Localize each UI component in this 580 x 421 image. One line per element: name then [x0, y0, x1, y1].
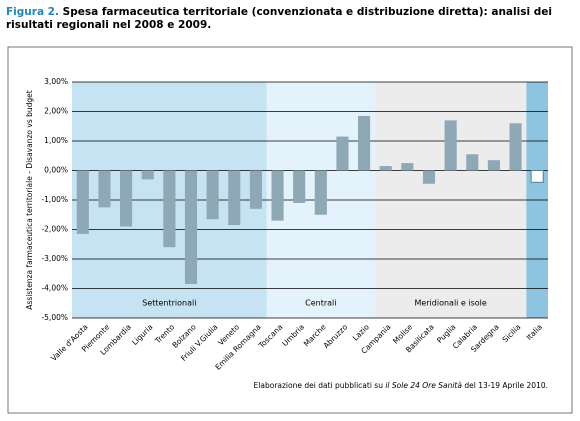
bar	[163, 170, 176, 248]
frame	[7, 46, 573, 414]
y-tick-label: -3,00%	[41, 254, 68, 263]
y-tick-label: 3,00%	[44, 77, 68, 86]
x-tick-label: Abruzzo	[322, 322, 350, 350]
bar	[314, 170, 327, 215]
chart-title: Spesa farmaceutica territoriale (convenz…	[6, 6, 552, 31]
title-block: Figura 2. Spesa farmaceutica territorial…	[6, 6, 574, 32]
y-tick-label: -4,00%	[41, 284, 68, 293]
x-tick-label: Umbria	[280, 322, 306, 348]
source-italic: il Sole 24 Ore Sanità	[385, 381, 462, 390]
region-label: Meridionali e isole	[414, 299, 486, 308]
y-tick-label: -5,00%	[41, 313, 68, 322]
bar	[466, 154, 479, 171]
bar	[444, 120, 457, 171]
bar	[358, 115, 371, 171]
bar	[293, 170, 306, 203]
y-tick-label: -1,00%	[41, 195, 68, 204]
source-suffix: del 13-19 Aprile 2010.	[462, 381, 548, 390]
bar	[184, 170, 198, 285]
bar	[206, 170, 219, 220]
y-axis-label: Assistenza farmaceutica territoriale - D…	[25, 90, 34, 309]
region-label: Settentrionali	[142, 299, 196, 308]
bar	[530, 170, 544, 183]
bar	[422, 170, 436, 184]
x-tick-label: Sicilia	[501, 322, 523, 344]
y-tick-label: 1,00%	[44, 136, 68, 145]
y-tick-label: 2,00%	[44, 107, 68, 116]
y-tick-label: 0,00%	[44, 166, 68, 175]
bar	[271, 170, 284, 221]
figure-label: Figura 2.	[6, 6, 59, 18]
bar	[98, 170, 111, 208]
bar	[249, 170, 262, 209]
x-tick-label: Italia	[525, 322, 544, 341]
bar	[76, 170, 89, 234]
bar	[509, 123, 522, 171]
bar	[141, 170, 154, 180]
source-note: Elaborazione dei dati pubblicati su il S…	[254, 381, 548, 390]
bar	[228, 170, 241, 226]
bar	[487, 160, 500, 171]
source-prefix: Elaborazione dei dati pubblicati su	[254, 381, 386, 390]
region-label: Centrali	[305, 299, 336, 308]
bar	[401, 163, 414, 171]
x-tick-label: Liguria	[130, 322, 154, 346]
bar	[379, 166, 392, 171]
bar	[120, 170, 133, 227]
y-tick-label: -2,00%	[41, 225, 68, 234]
bar	[336, 136, 349, 171]
